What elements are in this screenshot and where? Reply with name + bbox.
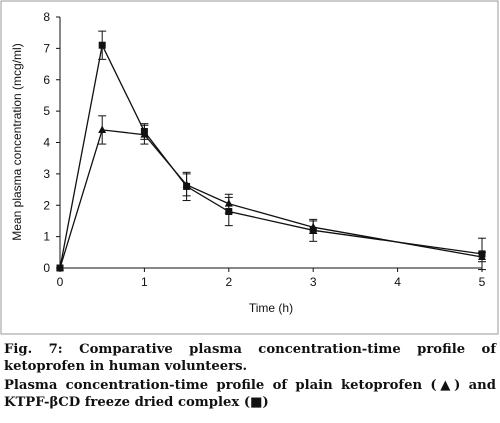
data-point-square (98, 41, 106, 49)
caption-legend-beta: β (49, 395, 59, 410)
x-tick-label: 3 (310, 275, 317, 289)
x-tick-label: 2 (225, 275, 232, 289)
y-tick-label: 4 (43, 136, 50, 150)
y-tick-label: 1 (43, 230, 50, 244)
y-tick-label: 6 (43, 73, 50, 87)
series-line-triangle (59, 129, 483, 269)
series-square (56, 30, 486, 272)
chart: 0 1 2 3 4 5 0 1 2 3 4 5 6 7 8 Mean plasma concentratio… (0, 0, 499, 335)
y-tick-label: 2 (43, 198, 50, 212)
caption-legend-prefix: Plasma concentration-time profile of pla… (4, 378, 437, 393)
axes: 0 1 2 3 4 5 0 1 2 3 4 5 6 7 8 (43, 10, 485, 289)
x-tick-label: 5 (479, 275, 486, 289)
y-tick-label: 8 (43, 10, 50, 24)
data-point-square (56, 264, 64, 272)
x-tick-label: 1 (141, 275, 148, 289)
data-point-square (183, 182, 191, 190)
chart-border (0, 0, 499, 335)
y-tick-label: 3 (43, 167, 50, 181)
x-tick-label: 4 (394, 275, 401, 289)
data-point-square (225, 208, 233, 216)
figure-caption: Fig. 7: Comparative plasma concentration… (4, 341, 496, 411)
triangle-marker-icon: ▲ (436, 378, 455, 393)
square-marker-icon: ■ (250, 395, 263, 410)
series-line-square (59, 43, 483, 269)
data-point-triangle (98, 125, 107, 133)
data-point-square (309, 226, 317, 234)
plot-area (56, 30, 486, 272)
y-tick-label: 5 (43, 104, 50, 118)
caption-legend-text: Plasma concentration-time profile of pla… (4, 377, 496, 411)
y-tick-label: 0 (43, 261, 50, 275)
caption-legend-suffix: ) (262, 395, 269, 410)
caption-legend-mid2: CD freeze dried complex ( (58, 395, 251, 410)
y-tick-label: 7 (43, 41, 50, 55)
caption-legend-mid: ) and KTPF- (4, 378, 496, 410)
series-triangle (56, 115, 486, 271)
y-axis-label: Mean plasma concentration (mcg/ml) (10, 43, 24, 240)
x-axis-label: Time (h) (249, 301, 293, 315)
caption-figure-text: Fig. 7: Comparative plasma concentration… (4, 342, 496, 374)
data-point-square (140, 128, 148, 136)
data-point-square (478, 250, 486, 258)
x-tick-label: 0 (57, 275, 64, 289)
